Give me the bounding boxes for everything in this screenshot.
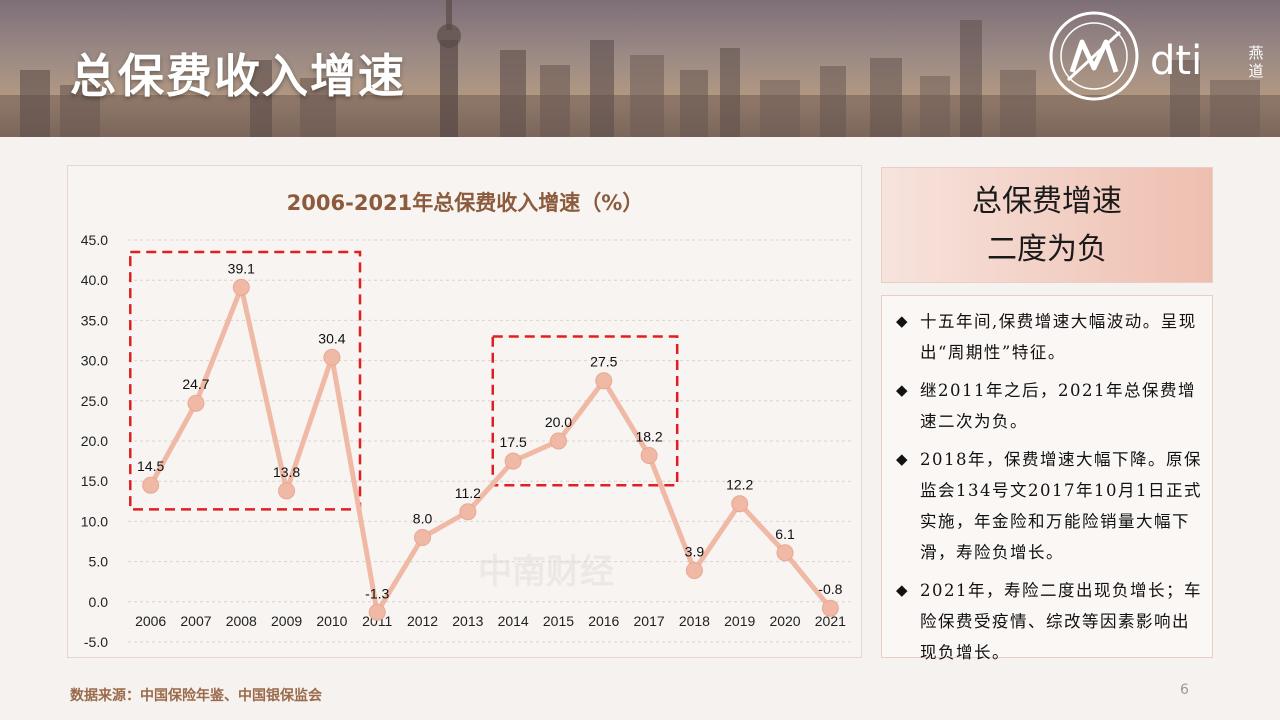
data-point <box>323 348 341 366</box>
x-tick-label: 2011 <box>362 613 392 629</box>
chart-panel: 中南财经 2006-2021年总保费收入增速（%） -5.0 0.0 5.0 10.0 1… <box>67 165 862 658</box>
data-label: 6.1 <box>775 526 795 542</box>
bullet-item: ◆ 2018年，保费增速大幅下降。原保监会134号文2017年10月1日正式实施… <box>896 444 1204 568</box>
x-tick-label: 2021 <box>815 613 846 629</box>
bullet-text: 十五年间,保费增速大幅波动。呈现出“周期性”特征。 <box>920 312 1197 362</box>
diamond-bullet-icon: ◆ <box>896 381 908 399</box>
data-label: -1.3 <box>365 585 389 601</box>
y-tick-label: 15.0 <box>81 473 108 489</box>
y-tick-label: -5.0 <box>84 634 108 650</box>
x-tick-label: 2015 <box>543 613 574 629</box>
watermark: 中南财经 <box>478 552 614 592</box>
y-tick-label: 5.0 <box>89 554 109 570</box>
data-point <box>459 503 477 521</box>
x-tick-label: 2012 <box>407 613 438 629</box>
logo-text: dti <box>1150 38 1203 84</box>
x-tick-label: 2006 <box>135 613 166 629</box>
data-label: 39.1 <box>228 260 255 276</box>
y-tick-label: 10.0 <box>81 513 108 529</box>
data-point <box>640 446 658 464</box>
y-tick-label: 40.0 <box>81 272 108 288</box>
x-tick-label: 2016 <box>588 613 619 629</box>
x-tick-label: 2014 <box>498 613 529 629</box>
data-point <box>368 603 386 621</box>
bullet-item: ◆ 继2011年之后，2021年总保费增速二次为负。 <box>896 375 1204 437</box>
x-tick-label: 2020 <box>769 613 800 629</box>
logo-emblem-icon <box>1049 11 1139 101</box>
bullet-text: 继2011年之后，2021年总保费增速二次为负。 <box>920 381 1196 431</box>
data-point <box>278 482 296 500</box>
bullet-item: ◆ 2021年，寿险二度出现负增长；车险保费受疫情、综改等因素影响出现负增长。 <box>896 575 1204 668</box>
data-label: 27.5 <box>590 354 617 370</box>
data-point <box>595 372 613 390</box>
y-tick-label: 35.0 <box>81 312 108 328</box>
data-label: 17.5 <box>500 434 527 450</box>
y-tick-label: 20.0 <box>81 433 108 449</box>
chart-title: 2006-2021年总保费收入增速（%） <box>287 191 644 215</box>
highlight-box <box>491 335 679 487</box>
data-point <box>414 528 432 546</box>
logo-vertical-text: 燕道 <box>1248 44 1264 80</box>
x-tick-label: 2007 <box>180 613 211 629</box>
x-tick-label: 2019 <box>724 613 755 629</box>
slide-title: 总保费收入增速 <box>70 49 406 103</box>
series-line <box>148 284 833 615</box>
data-label: 8.0 <box>413 510 433 526</box>
data-point <box>821 599 839 617</box>
x-tick-label: 2010 <box>316 613 347 629</box>
data-point <box>549 432 567 450</box>
diamond-bullet-icon: ◆ <box>896 312 908 330</box>
summary-box: 总保费增速 二度为负 <box>881 167 1213 283</box>
data-point <box>685 561 703 579</box>
y-tick-label: 30.0 <box>81 353 108 369</box>
data-point <box>142 476 160 494</box>
y-tick-label: 0.0 <box>89 594 109 610</box>
data-point <box>776 544 794 562</box>
x-tick-label: 2008 <box>226 613 257 629</box>
data-label: 12.2 <box>726 477 753 493</box>
y-tick-label: 25.0 <box>81 393 108 409</box>
x-tick-label: 2017 <box>634 613 665 629</box>
highlight-box <box>129 250 362 511</box>
x-tick-label: 2013 <box>452 613 483 629</box>
x-tick-label: 2018 <box>679 613 710 629</box>
data-point <box>187 394 205 412</box>
y-tick-label: 45.0 <box>81 232 108 248</box>
data-label: 24.7 <box>182 376 209 392</box>
data-label: 14.5 <box>137 458 164 474</box>
data-label: 30.4 <box>318 330 345 346</box>
data-label: 20.0 <box>545 414 572 430</box>
data-label: 11.2 <box>455 485 481 501</box>
skyline-image <box>0 0 1280 137</box>
diamond-bullet-icon: ◆ <box>896 581 908 599</box>
bullet-text: 2021年，寿险二度出现负增长；车险保费受疫情、综改等因素影响出现负增长。 <box>920 581 1202 662</box>
data-point <box>232 278 250 296</box>
bullet-text: 2018年，保费增速大幅下降。原保监会134号文2017年10月1日正式实施，年… <box>920 450 1202 562</box>
line-chart: 2006-2021年总保费收入增速（%） -5.0 0.0 5.0 10.0 15.0 20… <box>81 191 853 650</box>
bullet-item: ◆ 十五年间,保费增速大幅波动。呈现出“周期性”特征。 <box>896 306 1204 368</box>
data-point <box>731 495 749 513</box>
summary-line-1: 总保费增速 <box>972 184 1122 219</box>
x-tick-label: 2009 <box>271 613 302 629</box>
data-source: 数据来源：中国保险年鉴、中国银保监会 <box>70 688 322 704</box>
data-label: 3.9 <box>685 543 705 559</box>
diamond-bullet-icon: ◆ <box>896 450 908 468</box>
data-label: 13.8 <box>273 464 300 480</box>
bullet-list: ◆ 十五年间,保费增速大幅波动。呈现出“周期性”特征。 ◆ 继2011年之后，2… <box>881 295 1213 662</box>
data-label: -0.8 <box>818 581 842 597</box>
data-point <box>504 452 522 470</box>
page-number: 6 <box>1180 682 1189 698</box>
data-label: 18.2 <box>635 428 662 444</box>
summary-line-2: 二度为负 <box>987 232 1107 267</box>
